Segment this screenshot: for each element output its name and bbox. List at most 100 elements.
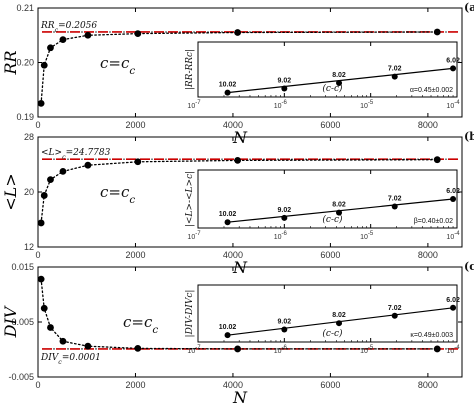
data-point [234, 156, 242, 164]
data-point [59, 36, 67, 44]
condition-label: c=cc [100, 54, 135, 77]
chart-panel-3: 0 2000 4000 6000 8000 -0.005 0.005 0.015 DIV N (c)… [1, 260, 474, 407]
inset-point-label: 6.02 [446, 297, 460, 304]
y-tick-label: 0.19 [16, 112, 34, 122]
x-tick-label: 2000 [125, 120, 145, 130]
inset-data-point [281, 85, 288, 92]
data-point [40, 304, 48, 312]
data-point [40, 192, 48, 199]
inset-data-point [336, 79, 343, 86]
y-tick-label: -0.005 [8, 372, 34, 382]
inset-point-label: 8.02 [332, 202, 346, 209]
inset-point-label: 6.02 [446, 57, 460, 64]
inset-data-point [281, 214, 288, 221]
inset-x-axis-label: (c-c) [322, 214, 343, 225]
data-point [40, 61, 48, 69]
inset-plot: 10-7 10-6 10-5 10-4 (c-c) |RR-RRc| 10.02 9.02 8.… [185, 41, 460, 110]
data-point [47, 44, 54, 52]
inset-x-tick-label: 10-4 [446, 100, 460, 110]
inset-x-tick-label: 10-4 [446, 345, 460, 355]
inset-x-tick-label: 10-5 [360, 231, 374, 241]
inset-data-point [391, 312, 398, 319]
inset-plot: 10-7 10-6 10-5 10-4 (c-c) |DIV-DIVc| 10.02 9.02… [185, 284, 460, 355]
y-tick-label: 28 [24, 132, 34, 142]
data-point [134, 158, 142, 166]
y-tick-label: 0.005 [11, 317, 34, 327]
inset-point-label: 7.02 [388, 66, 402, 73]
inset-data-point [391, 203, 398, 210]
inset-fit-text: α=0.45±0.002 [410, 87, 453, 94]
inset-point-label: 6.02 [446, 188, 460, 195]
reference-label: DIVc=0.0001 [40, 353, 101, 366]
inset-x-tick-label: 10-7 [187, 100, 201, 110]
reference-label: <L>c=24.7783 [41, 148, 111, 161]
condition-label: c=cc [123, 313, 158, 336]
inset-point-label: 10.02 [219, 82, 237, 89]
data-point [47, 324, 54, 331]
y-tick-label: 0.21 [16, 3, 34, 13]
chart-panel-1: 020004000600080000.190.200.21RRN(a)RRc=0… [1, 1, 474, 147]
x-tick-label: 4000 [223, 380, 243, 390]
inset-point-label: 8.02 [332, 72, 346, 79]
inset-x-tick-label: 10-7 [187, 345, 201, 355]
data-point [37, 99, 45, 107]
reference-label: RRc=0.2056 [40, 21, 97, 34]
x-tick-label: 0 [35, 250, 40, 260]
inset-x-axis-label: (c-c) [322, 83, 343, 94]
x-tick-label: 8000 [418, 120, 438, 130]
y-axis-label: DIV [1, 305, 20, 338]
x-tick-label: 0 [35, 120, 40, 130]
y-axis-label: RR [1, 50, 20, 75]
inset-x-tick-label: 10-7 [187, 231, 201, 241]
inset-point-label: 9.02 [278, 318, 292, 325]
inset-data-point [450, 65, 457, 72]
x-tick-label: 6000 [320, 120, 340, 130]
inset-data-point [224, 219, 231, 226]
data-point [37, 219, 45, 227]
data-point [84, 342, 92, 350]
inset-y-axis-label: |<L>-<L>c| [185, 171, 195, 227]
data-point [59, 337, 67, 345]
y-axis-label: <L> [1, 173, 20, 210]
inset-x-tick-label: 10-6 [274, 345, 288, 355]
inset-data-point [336, 320, 343, 327]
inset-fit-text: β=0.40±0.02 [414, 218, 453, 225]
data-point [433, 345, 441, 353]
data-point [433, 28, 441, 36]
x-tick-label: 4000 [223, 250, 243, 260]
inset-frame [197, 169, 458, 229]
inset-point-label: 7.02 [388, 305, 402, 312]
inset-data-point [224, 89, 231, 96]
inset-fit-text: κ=0.49±0.003 [410, 332, 453, 339]
inset-point-label: 10.02 [219, 324, 237, 331]
inset-data-point [224, 332, 231, 339]
data-point [234, 29, 242, 36]
inset-frame [197, 284, 458, 343]
x-tick-label: 4000 [223, 120, 243, 130]
inset-point-label: 9.02 [278, 77, 292, 84]
inset-point-label: 7.02 [388, 196, 402, 203]
inset-data-point [281, 326, 288, 333]
series-line [40, 159, 438, 224]
inset-x-tick-label: 10-5 [360, 100, 374, 110]
inset-x-tick-label: 10-6 [274, 100, 288, 110]
data-point [59, 167, 67, 175]
data-point [234, 345, 242, 353]
panel-letter: (c) [464, 260, 474, 273]
x-tick-label: 6000 [320, 380, 340, 390]
inset-data-point [391, 73, 398, 80]
inset-y-axis-label: |RR-RRc| [185, 49, 195, 90]
data-point [84, 161, 92, 169]
inset-y-axis-label: |DIV-DIVc| [185, 290, 195, 338]
inset-data-point [450, 304, 457, 311]
y-tick-label: 12 [24, 242, 34, 252]
inset-point-label: 8.02 [332, 312, 346, 319]
y-tick-label: 0.20 [16, 58, 34, 68]
x-tick-label: 0 [35, 380, 40, 390]
panel-letter: (b) [464, 130, 474, 143]
x-tick-label: 6000 [320, 250, 340, 260]
chart-panel-2: 02000400060008000122028<L>N(b)<L>c=24.77… [1, 130, 474, 277]
inset-x-tick-label: 10-4 [446, 231, 460, 241]
condition-label: c=cc [100, 183, 135, 206]
